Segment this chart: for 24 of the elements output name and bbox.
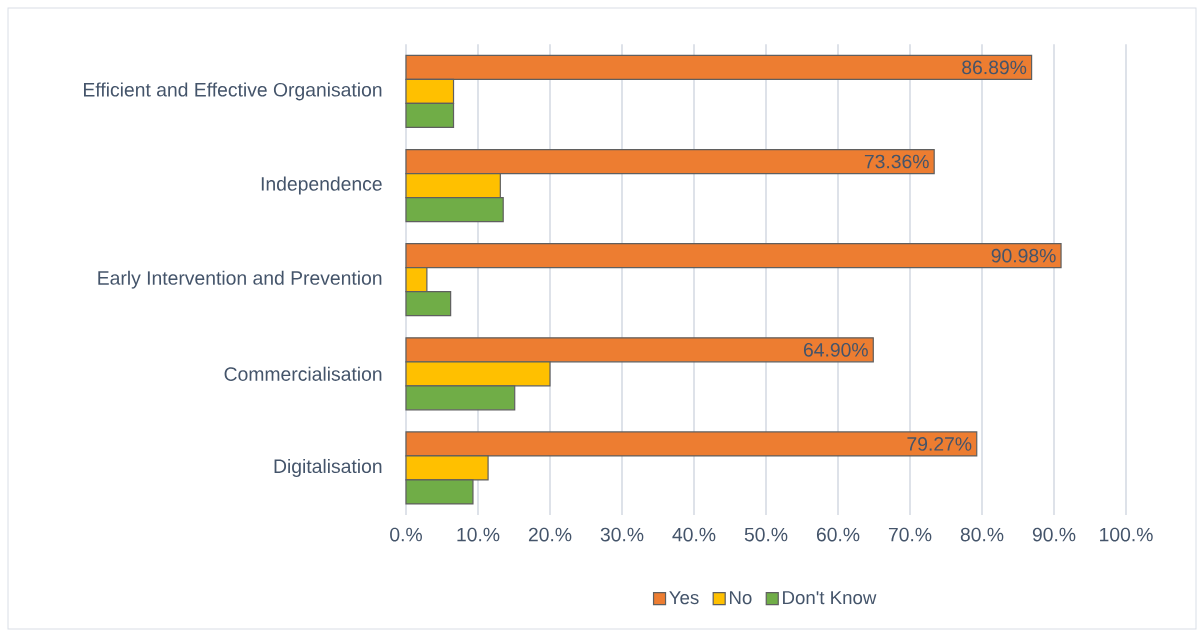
- x-tick-label: 70.%: [888, 527, 932, 542]
- x-tick-label: 0.%: [390, 527, 422, 542]
- y-tick-label: Independence: [261, 176, 382, 195]
- legend-label: Yes: [669, 591, 699, 605]
- x-tick-label: 50.%: [744, 527, 788, 542]
- data-label: 86.89%: [962, 60, 1027, 75]
- data-label: 79.27%: [907, 437, 972, 451]
- x-tick-label: 90.%: [1032, 527, 1076, 542]
- y-tick-label: Early Intervention and Prevention: [98, 270, 382, 289]
- y-tick-label: Commercialisation: [224, 366, 382, 381]
- data-label: 64.90%: [803, 342, 868, 357]
- data-label: 90.98%: [991, 248, 1056, 263]
- x-tick-label: 80.%: [960, 527, 1004, 542]
- x-tick-label: 30.%: [600, 527, 644, 542]
- legend-label: No: [729, 591, 752, 605]
- y-tick-label: Efficient and Effective Organisation: [84, 82, 382, 101]
- x-tick-label: 10.%: [457, 527, 500, 542]
- x-tick-label: 60.%: [816, 527, 860, 542]
- x-tick-label: 100.%: [1100, 527, 1153, 542]
- y-tick-label: Digitalisation: [274, 458, 382, 477]
- data-label: 73.36%: [864, 154, 929, 169]
- x-tick-label: 20.%: [528, 527, 572, 542]
- x-tick-label: 40.%: [672, 527, 716, 542]
- legend-label: Don't Know: [783, 591, 877, 605]
